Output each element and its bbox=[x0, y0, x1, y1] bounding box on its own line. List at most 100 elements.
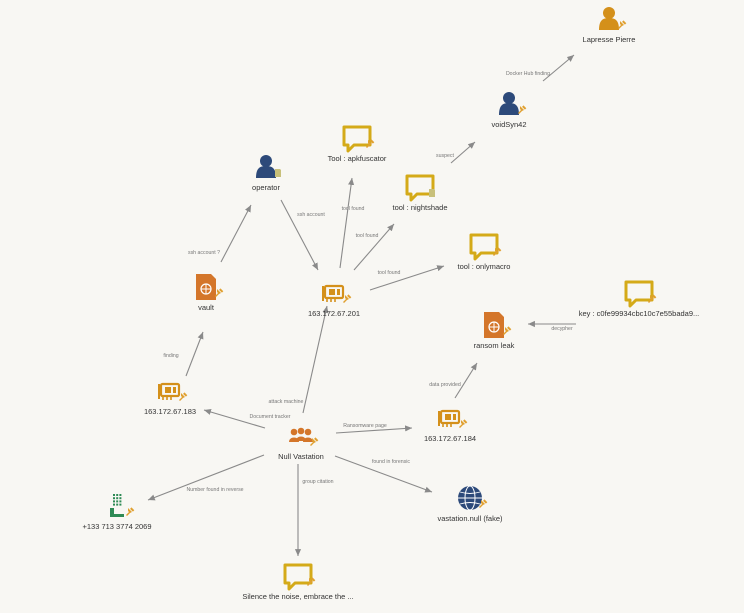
edge-label: Docker Hub finding bbox=[506, 71, 550, 77]
message-icon[interactable] bbox=[624, 280, 654, 308]
pin-icon bbox=[493, 247, 502, 256]
message-icon[interactable] bbox=[342, 125, 372, 153]
node-label: +133 713 3774 2069 bbox=[82, 522, 151, 531]
edge-nullvast-ip183[interactable]: Document tracker bbox=[203, 409, 291, 429]
edge-ip201-onlymacro[interactable]: tool found bbox=[369, 265, 445, 291]
edge-line[interactable] bbox=[542, 54, 575, 82]
edge-label: tool found bbox=[356, 233, 379, 239]
edge-line[interactable] bbox=[220, 204, 252, 263]
edge-line[interactable] bbox=[334, 455, 433, 493]
pin-icon bbox=[479, 499, 488, 508]
ip-card-icon[interactable] bbox=[158, 382, 181, 400]
message-icon[interactable] bbox=[283, 563, 313, 591]
node-onlymacro[interactable]: tool : onlymacro bbox=[458, 233, 511, 271]
edge-ip183-vault[interactable]: finding bbox=[163, 331, 204, 377]
person-icon[interactable] bbox=[256, 155, 276, 178]
edge-label: Document tracker bbox=[250, 414, 291, 420]
phone-icon[interactable] bbox=[110, 494, 124, 517]
node-operator[interactable]: operator bbox=[252, 155, 281, 192]
edge-line[interactable] bbox=[203, 409, 266, 429]
edge-label: finding bbox=[163, 353, 178, 359]
edge-ip201-nightshade[interactable]: tool found bbox=[353, 223, 395, 271]
document-icon[interactable] bbox=[196, 274, 216, 300]
edge-line[interactable] bbox=[339, 177, 355, 269]
pin-icon bbox=[179, 392, 188, 401]
node-nullvast[interactable]: Null Vastation bbox=[278, 427, 324, 461]
edge-label: ssh account ? bbox=[188, 250, 220, 256]
node-key[interactable]: key : c0fe99934cbc10c7e55bada9... bbox=[579, 280, 700, 318]
edge-nullvast-silence[interactable]: group citation bbox=[294, 464, 334, 556]
node-label: 163.172.67.183 bbox=[144, 407, 196, 416]
edge-nullvast-phone[interactable]: Number found in reverse bbox=[147, 454, 265, 501]
node-label: tool : nightshade bbox=[392, 203, 447, 212]
edge-label: group citation bbox=[302, 479, 333, 485]
edge-nullvast-ip184[interactable]: Ransomware page bbox=[335, 423, 413, 434]
node-ip184[interactable]: 163.172.67.184 bbox=[424, 409, 476, 443]
edge-nightshade-voidsyn[interactable]: suspect bbox=[436, 141, 476, 164]
edge-label: suspect bbox=[436, 153, 454, 159]
node-vastnull[interactable]: vastation.null (fake) bbox=[437, 485, 503, 523]
edge-line[interactable] bbox=[147, 454, 265, 501]
node-ip201[interactable]: 163.172.67.201 bbox=[308, 284, 360, 318]
pin-icon bbox=[126, 507, 135, 516]
ip-card-icon[interactable] bbox=[438, 409, 461, 427]
nodes-layer: Lapresse Pierre voidSyn42 Tool : apkfuscat… bbox=[82, 7, 699, 601]
message-icon[interactable] bbox=[405, 174, 435, 202]
edge-label: ssh account bbox=[297, 212, 325, 218]
edge-vault-operator[interactable]: ssh account ? bbox=[188, 204, 252, 263]
edge-nullvast-ip201[interactable]: attack machine bbox=[269, 305, 329, 414]
node-voidsyn[interactable]: voidSyn42 bbox=[491, 92, 527, 129]
edge-key-ransom[interactable]: decypher bbox=[528, 320, 576, 332]
ip-card-icon[interactable] bbox=[322, 284, 345, 302]
pin-icon bbox=[310, 437, 319, 446]
edge-label: Ransomware page bbox=[343, 423, 387, 429]
edge-line[interactable] bbox=[353, 223, 395, 271]
node-label: ransom leak bbox=[474, 341, 515, 350]
pin-icon bbox=[366, 139, 375, 148]
edge-line[interactable] bbox=[369, 265, 445, 291]
edge-ip201-apkfuscator[interactable]: tool found bbox=[339, 177, 365, 269]
pin-icon bbox=[503, 326, 512, 335]
edge-line[interactable] bbox=[335, 425, 413, 434]
person-icon[interactable] bbox=[599, 7, 619, 30]
edge-line[interactable] bbox=[280, 199, 319, 271]
note-icon bbox=[275, 169, 281, 177]
edge-line[interactable] bbox=[302, 305, 329, 414]
node-label: 163.172.67.184 bbox=[424, 434, 476, 443]
node-apkfuscator[interactable]: Tool : apkfuscator bbox=[328, 125, 387, 163]
edge-operator-ip201[interactable]: ssh account bbox=[280, 199, 325, 271]
edge-nullvast-vastnull[interactable]: found in forensic bbox=[334, 455, 433, 493]
person-icon[interactable] bbox=[499, 92, 519, 115]
node-label: 163.172.67.201 bbox=[308, 309, 360, 318]
network-icon[interactable] bbox=[458, 485, 482, 511]
edge-voidsyn-lapresse[interactable]: Docker Hub finding bbox=[506, 54, 575, 82]
document-icon[interactable] bbox=[484, 312, 504, 338]
node-silence[interactable]: Silence the noise, embrace the ... bbox=[242, 563, 354, 601]
node-lapresse[interactable]: Lapresse Pierre bbox=[583, 7, 636, 44]
node-label: Tool : apkfuscator bbox=[328, 154, 387, 163]
node-label: key : c0fe99934cbc10c7e55bada9... bbox=[579, 309, 700, 318]
edge-label: decypher bbox=[551, 326, 573, 332]
node-label: Lapresse Pierre bbox=[583, 35, 636, 44]
node-ransom[interactable]: ransom leak bbox=[474, 312, 515, 350]
edge-line[interactable] bbox=[450, 141, 476, 164]
edge-label: tool found bbox=[342, 206, 365, 212]
node-label: tool : onlymacro bbox=[458, 262, 511, 271]
node-label: operator bbox=[252, 183, 280, 192]
node-label: Silence the noise, embrace the ... bbox=[242, 592, 353, 601]
group-icon[interactable] bbox=[289, 427, 313, 442]
edge-label: attack machine bbox=[269, 399, 304, 405]
node-nightshade[interactable]: tool : nightshade bbox=[392, 174, 448, 212]
note-icon bbox=[429, 189, 435, 197]
edge-label: Number found in reverse bbox=[186, 487, 243, 493]
edges-layer: Docker Hub finding suspect ssh account ? ss… bbox=[147, 54, 576, 556]
edge-line[interactable] bbox=[454, 362, 478, 399]
node-vault[interactable]: vault bbox=[196, 274, 224, 312]
pin-icon bbox=[648, 294, 657, 303]
edge-ip184-ransom[interactable]: data provided bbox=[429, 362, 478, 399]
node-ip183[interactable]: 163.172.67.183 bbox=[144, 382, 196, 416]
edge-line[interactable] bbox=[185, 331, 204, 377]
message-icon[interactable] bbox=[469, 233, 499, 261]
node-phone[interactable]: +133 713 3774 2069 bbox=[82, 494, 152, 531]
